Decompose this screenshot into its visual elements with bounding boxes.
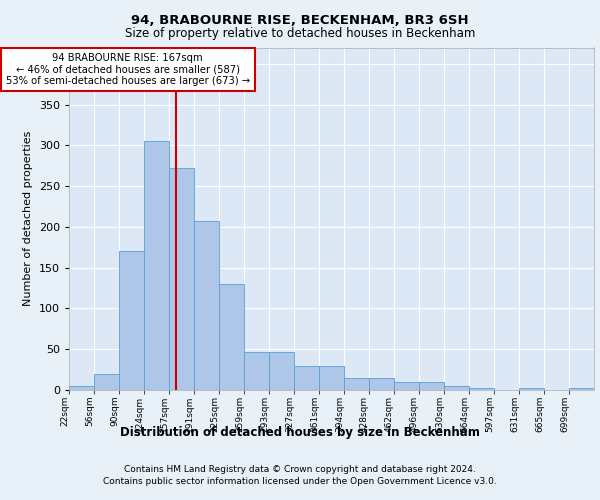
Bar <box>369 378 394 390</box>
Text: Contains HM Land Registry data © Crown copyright and database right 2024.: Contains HM Land Registry data © Crown c… <box>124 464 476 473</box>
Bar <box>244 352 269 390</box>
Text: Size of property relative to detached houses in Beckenham: Size of property relative to detached ho… <box>125 28 475 40</box>
Bar <box>194 221 219 390</box>
Bar <box>444 386 469 390</box>
Bar <box>294 366 319 390</box>
Bar <box>419 382 444 390</box>
Bar <box>219 284 244 390</box>
Text: 94, BRABOURNE RISE, BECKENHAM, BR3 6SH: 94, BRABOURNE RISE, BECKENHAM, BR3 6SH <box>131 14 469 27</box>
Bar <box>469 388 494 390</box>
Bar <box>269 352 294 390</box>
Bar <box>394 382 419 390</box>
Text: 94 BRABOURNE RISE: 167sqm
← 46% of detached houses are smaller (587)
53% of semi: 94 BRABOURNE RISE: 167sqm ← 46% of detac… <box>5 53 250 86</box>
Bar <box>319 366 344 390</box>
Bar <box>69 386 94 390</box>
Text: Distribution of detached houses by size in Beckenham: Distribution of detached houses by size … <box>120 426 480 439</box>
Text: Contains public sector information licensed under the Open Government Licence v3: Contains public sector information licen… <box>103 476 497 486</box>
Y-axis label: Number of detached properties: Number of detached properties <box>23 131 33 306</box>
Bar <box>94 374 119 390</box>
Bar <box>169 168 194 390</box>
Bar <box>144 142 169 390</box>
Bar <box>569 388 594 390</box>
Bar <box>519 388 544 390</box>
Bar <box>344 378 369 390</box>
Bar <box>119 252 144 390</box>
